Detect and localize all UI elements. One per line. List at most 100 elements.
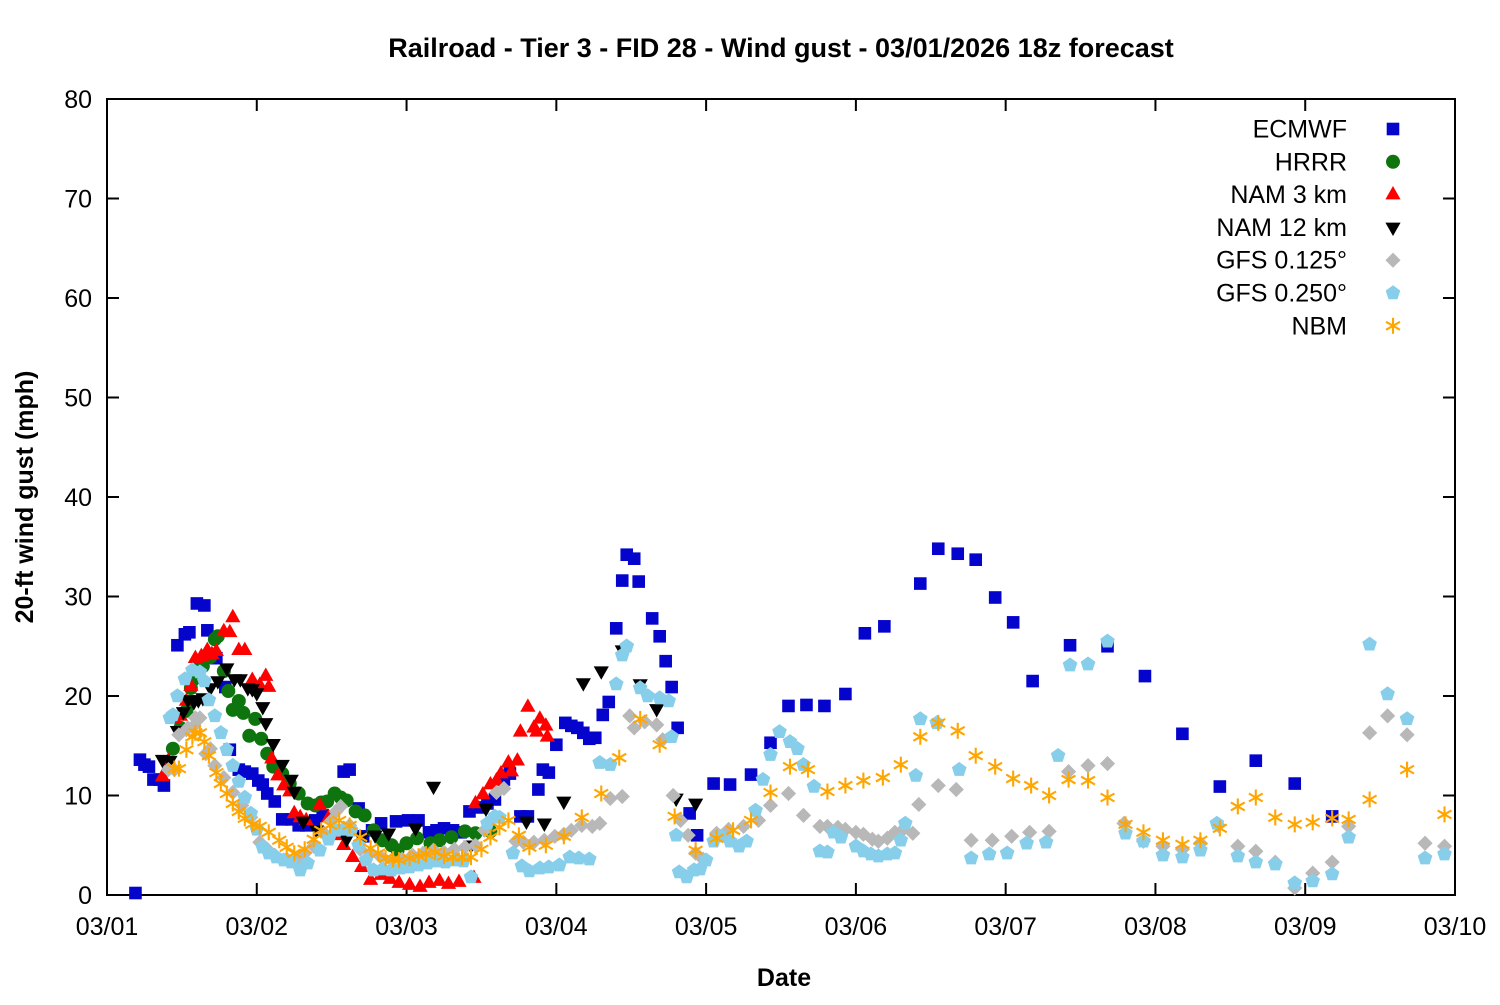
data-point-marker (225, 784, 241, 801)
data-point-marker (1386, 154, 1400, 169)
data-point-marker (431, 872, 448, 886)
y-tick-label: 10 (64, 783, 92, 811)
legend-item-gfs-0-125: GFS 0.125° (1216, 247, 1401, 275)
data-point-marker (659, 654, 672, 668)
data-point-marker (550, 738, 563, 752)
data-point-marker (795, 807, 812, 823)
data-point-marker (242, 728, 257, 743)
legend-label: NBM (1291, 312, 1347, 340)
data-point-marker (1006, 616, 1020, 629)
x-tick-label: 03/06 (825, 913, 888, 941)
data-point-marker (800, 698, 813, 712)
data-point-marker (286, 786, 302, 801)
data-point-marker (254, 731, 269, 746)
data-point-marker (389, 815, 403, 828)
data-point-marker (382, 870, 398, 884)
data-point-marker (1175, 849, 1190, 864)
data-point-marker (762, 797, 779, 814)
data-point-marker (538, 837, 554, 854)
data-point-marker (1248, 854, 1264, 869)
data-point-marker (165, 707, 181, 722)
data-point-marker (312, 842, 327, 857)
data-point-marker (478, 803, 494, 818)
y-tick-label: 80 (64, 86, 92, 114)
data-point-marker (1213, 780, 1227, 793)
data-point-marker (806, 778, 822, 793)
data-point-marker (645, 612, 659, 625)
data-point-marker (463, 869, 479, 884)
legend-item-hrrr: HRRR (1275, 148, 1400, 176)
data-point-marker (345, 848, 361, 862)
data-point-marker (571, 850, 587, 865)
y-tick-label: 30 (64, 584, 92, 612)
data-point-marker (887, 845, 903, 860)
legend-item-gfs-0-250: GFS 0.250° (1216, 280, 1401, 308)
data-point-marker (202, 741, 218, 757)
data-point-marker (222, 623, 238, 638)
data-point-marker (1248, 789, 1264, 806)
data-point-marker (399, 836, 414, 851)
data-point-marker (175, 707, 191, 721)
data-point-marker (457, 839, 473, 855)
data-point-marker (898, 815, 913, 830)
data-point-marker (1023, 777, 1039, 794)
data-point-marker (271, 832, 287, 849)
data-point-marker (1287, 875, 1303, 890)
data-point-marker (432, 833, 447, 848)
data-point-marker (820, 844, 835, 859)
data-point-marker (602, 695, 616, 709)
data-point-marker (208, 764, 224, 781)
data-point-marker (283, 774, 299, 789)
data-point-marker (707, 777, 720, 790)
data-point-marker (1417, 835, 1433, 851)
x-tick-label: 03/01 (76, 913, 139, 941)
data-point-marker (1230, 848, 1246, 863)
data-point-marker (496, 780, 512, 797)
data-point-marker (201, 692, 217, 707)
x-tick-label: 03/09 (1274, 913, 1337, 941)
data-point-marker (418, 846, 434, 863)
data-point-marker (665, 680, 678, 694)
data-point-marker (457, 824, 472, 839)
data-point-marker (333, 798, 349, 815)
data-point-marker (1100, 633, 1115, 648)
data-point-marker (402, 850, 418, 867)
data-point-marker (735, 818, 752, 834)
data-point-marker (170, 688, 185, 703)
data-point-marker (556, 796, 572, 811)
data-point-marker (951, 547, 965, 561)
data-point-marker (582, 851, 597, 866)
data-point-marker (1324, 854, 1340, 870)
data-point-marker (930, 714, 946, 731)
data-point-marker (488, 771, 505, 786)
data-point-marker (725, 822, 741, 839)
y-tick-label: 0 (78, 882, 92, 910)
data-point-marker (981, 846, 997, 861)
series-nam-12-km (154, 645, 704, 854)
data-point-marker (509, 752, 525, 766)
data-point-marker (1004, 828, 1020, 844)
data-point-marker (688, 798, 704, 813)
data-point-marker (911, 796, 927, 813)
x-axis-ticks: 03/01 03/02 03/03 03/04 03/05 03/06 03/07 03/08… (76, 99, 1486, 941)
chart-title: Railroad - Tier 3 - FID 28 - Wind gust -… (388, 33, 1174, 63)
data-point-marker (1385, 252, 1401, 268)
data-point-marker (988, 591, 1002, 604)
data-point-marker (661, 693, 676, 708)
data-point-marker (800, 761, 816, 778)
data-point-marker (574, 809, 590, 826)
data-point-marker (1437, 806, 1452, 823)
data-point-marker (312, 796, 328, 811)
data-point-marker (357, 808, 372, 823)
data-point-marker (1230, 798, 1246, 815)
data-point-marker (763, 747, 778, 761)
legend-item-nam-12-km: NAM 12 km (1216, 214, 1401, 242)
data-point-marker (538, 717, 554, 731)
data-point-marker (1155, 832, 1171, 849)
y-axis-ticks: 0 10 20 30 40 50 60 70 80 (64, 86, 1455, 910)
data-point-marker (201, 747, 217, 764)
data-point-marker (268, 795, 282, 808)
data-point-marker (208, 642, 224, 657)
data-point-marker (744, 768, 758, 781)
data-point-marker (1080, 656, 1096, 671)
